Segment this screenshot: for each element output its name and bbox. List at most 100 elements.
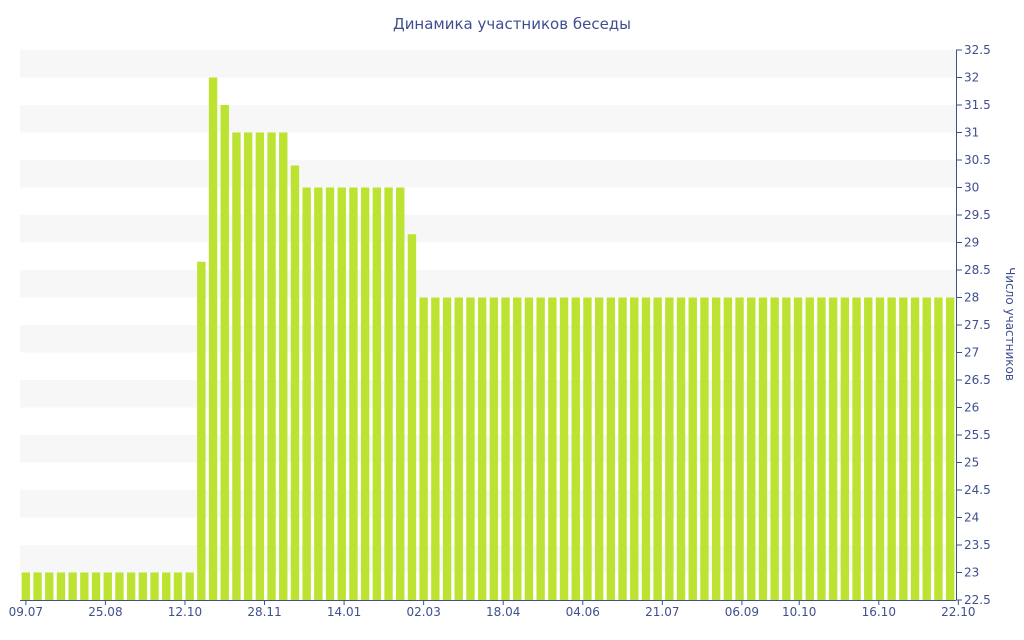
bar bbox=[828, 297, 838, 600]
y-tick-label: 23 bbox=[964, 566, 979, 580]
y-tick-label: 27.5 bbox=[964, 318, 991, 332]
grid-band bbox=[20, 160, 956, 188]
bar bbox=[945, 297, 955, 600]
bar bbox=[477, 297, 487, 600]
grid-band bbox=[20, 435, 956, 463]
bar bbox=[384, 187, 393, 600]
y-tick-label: 23.5 bbox=[964, 538, 991, 552]
bar bbox=[407, 234, 417, 600]
bar bbox=[618, 297, 627, 600]
bar bbox=[875, 297, 885, 600]
bar bbox=[267, 132, 276, 600]
grid-band bbox=[20, 50, 956, 78]
bar bbox=[747, 297, 756, 600]
bar bbox=[56, 572, 66, 600]
bar bbox=[290, 165, 300, 600]
bar bbox=[770, 297, 779, 600]
bar bbox=[279, 132, 288, 600]
bar bbox=[922, 297, 931, 600]
bar bbox=[887, 297, 896, 600]
y-tick-label: 26.5 bbox=[964, 373, 991, 387]
y-tick-label: 25 bbox=[964, 456, 979, 470]
bar bbox=[138, 572, 148, 600]
bar bbox=[208, 77, 218, 600]
y-tick-label: 24.5 bbox=[964, 483, 991, 497]
bar bbox=[302, 187, 311, 600]
bar bbox=[805, 297, 814, 600]
x-tick-label: 12.10 bbox=[168, 605, 202, 619]
bar bbox=[197, 261, 206, 600]
y-tick-label: 22.5 bbox=[964, 593, 991, 607]
bar bbox=[150, 572, 159, 600]
x-tick-label: 18.04 bbox=[486, 605, 520, 619]
bar bbox=[115, 572, 124, 600]
chart-title: Динамика участников беседы bbox=[393, 15, 631, 33]
bar bbox=[793, 297, 803, 600]
y-tick-label: 31 bbox=[964, 126, 979, 140]
bar bbox=[630, 297, 639, 600]
bar bbox=[372, 187, 382, 600]
bar bbox=[232, 132, 241, 600]
bar bbox=[782, 297, 791, 600]
y-tick-label: 26 bbox=[964, 401, 979, 415]
bar bbox=[21, 572, 31, 600]
y-tick-label: 31.5 bbox=[964, 98, 991, 112]
bar bbox=[489, 297, 499, 600]
bar bbox=[817, 297, 826, 600]
bar bbox=[466, 297, 475, 600]
bar bbox=[524, 297, 534, 600]
bar bbox=[162, 572, 171, 600]
bar bbox=[758, 297, 768, 600]
y-axis-ticks: 22.5 23 23.5 24 24.5 25 25.5 26 26.5 27 27.5 28 28.5… bbox=[956, 43, 991, 607]
bar bbox=[688, 297, 697, 600]
grid-band bbox=[20, 215, 956, 243]
x-tick-label: 10.10 bbox=[782, 605, 816, 619]
bar bbox=[173, 572, 183, 600]
bar bbox=[419, 297, 428, 600]
x-tick-label: 22.10 bbox=[941, 605, 975, 619]
x-tick-label: 25.08 bbox=[88, 605, 122, 619]
bar bbox=[571, 297, 580, 600]
x-tick-label: 21.07 bbox=[645, 605, 679, 619]
y-tick-label: 29.5 bbox=[964, 208, 991, 222]
bar bbox=[700, 297, 709, 600]
x-tick-label: 28.11 bbox=[247, 605, 281, 619]
bar-series bbox=[21, 77, 955, 600]
bar bbox=[536, 297, 545, 600]
bar bbox=[45, 572, 54, 600]
y-tick-label: 28 bbox=[964, 291, 979, 305]
grid-band bbox=[20, 545, 956, 573]
bar bbox=[91, 572, 101, 600]
y-tick-label: 32.5 bbox=[964, 43, 991, 57]
bar bbox=[676, 297, 686, 600]
bar bbox=[594, 297, 604, 600]
bar bbox=[711, 297, 721, 600]
y-tick-label: 32 bbox=[964, 71, 979, 85]
bar bbox=[349, 187, 358, 600]
bar bbox=[243, 132, 253, 600]
bar bbox=[185, 572, 194, 600]
y-tick-label: 27 bbox=[964, 346, 979, 360]
bar bbox=[653, 297, 662, 600]
bar bbox=[641, 297, 651, 600]
x-tick-label: 14.01 bbox=[327, 605, 361, 619]
bar bbox=[934, 297, 943, 600]
bar bbox=[513, 297, 522, 600]
bar bbox=[899, 297, 908, 600]
bar bbox=[454, 297, 463, 600]
bar bbox=[80, 572, 89, 600]
bar bbox=[396, 187, 405, 600]
bar bbox=[220, 105, 229, 600]
bar bbox=[910, 297, 920, 600]
bar bbox=[852, 297, 861, 600]
x-tick-label: 16.10 bbox=[862, 605, 896, 619]
bar bbox=[840, 297, 850, 600]
bar bbox=[559, 297, 569, 600]
bar bbox=[255, 132, 265, 600]
y-tick-label: 24 bbox=[964, 511, 979, 525]
bar bbox=[723, 297, 733, 600]
bar bbox=[431, 297, 440, 600]
bar bbox=[665, 297, 674, 600]
x-axis-ticks: 09.07 25.08 12.10 28.11 14.01 02.03 18.04 04.06… bbox=[9, 600, 976, 619]
bar bbox=[360, 187, 370, 600]
